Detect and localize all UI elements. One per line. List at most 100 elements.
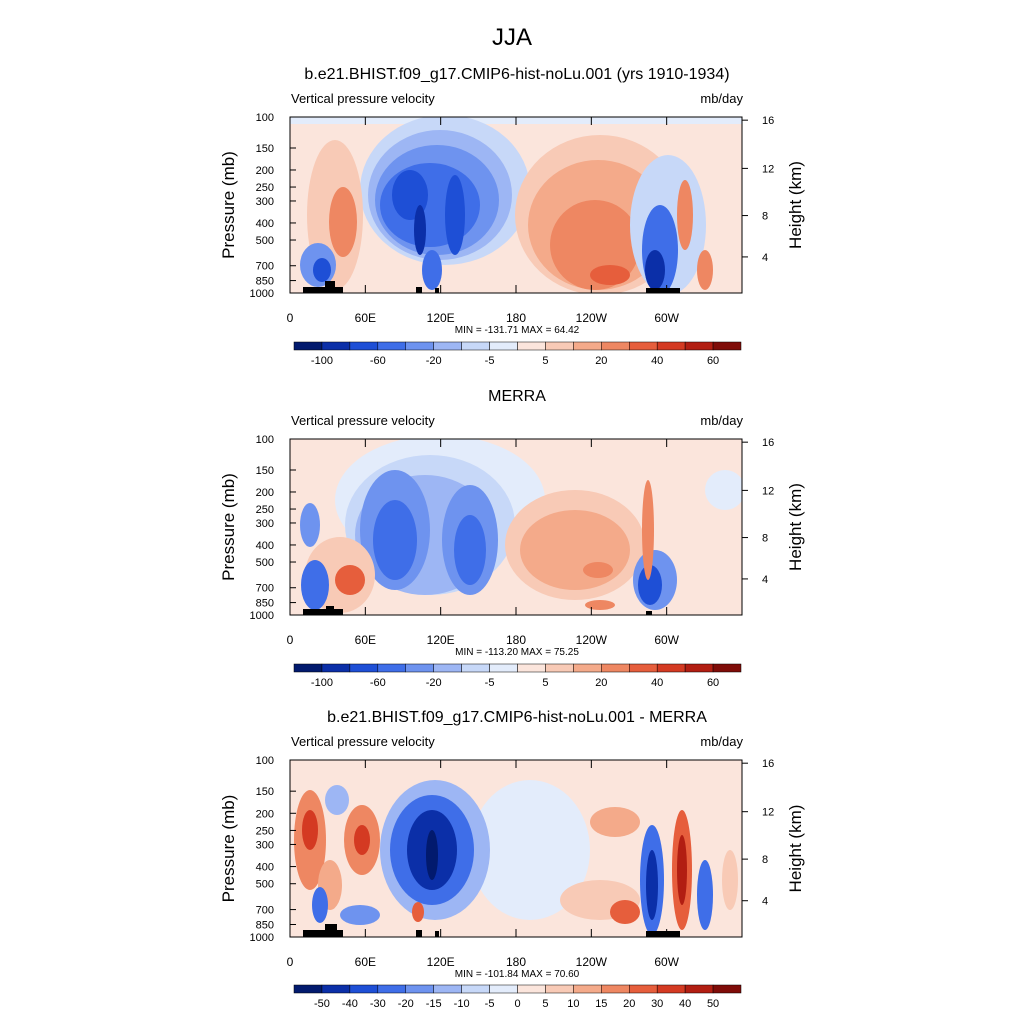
colorbar-label: 20 bbox=[595, 355, 607, 367]
colorbar-swatch bbox=[461, 341, 490, 351]
figure-title: JJA bbox=[492, 24, 532, 51]
colorbar-label: 20 bbox=[623, 998, 635, 1010]
y-tick-label: 150 bbox=[256, 143, 274, 155]
colorbar-label: 5 bbox=[542, 355, 548, 367]
panel-left-label: Vertical pressure velocity bbox=[291, 413, 435, 428]
colorbar-swatch bbox=[601, 663, 630, 673]
colorbar-label: -60 bbox=[370, 677, 386, 689]
x-tick-label: 60E bbox=[355, 311, 376, 325]
panel-title: MERRA bbox=[488, 388, 546, 405]
x-tick-label: 60W bbox=[654, 311, 679, 325]
colorbar-swatch bbox=[349, 663, 379, 673]
x-tick-label: 60W bbox=[654, 955, 679, 969]
colorbar-swatch bbox=[349, 341, 379, 351]
colorbar-swatch bbox=[489, 341, 518, 351]
y-tick-label: 400 bbox=[256, 218, 274, 230]
y-right-axis-title: Height (km) bbox=[786, 483, 805, 571]
panel-title: b.e21.BHIST.f09_g17.CMIP6-hist-noLu.001 … bbox=[304, 66, 729, 83]
y-right-tick-label: 8 bbox=[762, 211, 768, 223]
y-tick-label: 500 bbox=[256, 879, 274, 891]
colorbar-swatch bbox=[601, 984, 630, 994]
y-tick-label: 100 bbox=[256, 755, 274, 767]
colorbar-swatch bbox=[517, 341, 546, 351]
x-tick-label: 60E bbox=[355, 955, 376, 969]
colorbar-swatch bbox=[517, 984, 546, 994]
colorbar-swatch bbox=[712, 984, 742, 994]
y-tick-label: 400 bbox=[256, 540, 274, 552]
colorbar-label: -20 bbox=[426, 355, 442, 367]
colorbar-swatch bbox=[629, 341, 658, 351]
x-tick-label: 0 bbox=[287, 311, 294, 325]
x-tick-label: 180 bbox=[506, 311, 526, 325]
colorbar-label: 30 bbox=[651, 998, 663, 1010]
colorbar-swatch bbox=[573, 984, 602, 994]
y-axis-title: Pressure (mb) bbox=[219, 795, 238, 903]
y-tick-label: 100 bbox=[256, 112, 274, 124]
colorbar-label: 40 bbox=[651, 355, 663, 367]
colorbar-label: -15 bbox=[426, 998, 442, 1010]
colorbar-swatch bbox=[293, 663, 323, 673]
colorbar-label: -5 bbox=[485, 998, 495, 1010]
y-tick-label: 300 bbox=[256, 518, 274, 530]
colorbar-label: 0 bbox=[514, 998, 520, 1010]
colorbar-swatch bbox=[293, 984, 323, 994]
colorbar-swatch bbox=[684, 663, 714, 673]
min-max-stats: MIN = -131.71 MAX = 64.42 bbox=[455, 325, 580, 336]
y-tick-label: 300 bbox=[256, 196, 274, 208]
colorbar-label: 40 bbox=[679, 998, 691, 1010]
y-axis-title: Pressure (mb) bbox=[219, 473, 238, 581]
colorbar-swatch bbox=[545, 984, 574, 994]
x-tick-label: 180 bbox=[506, 955, 526, 969]
colorbar-label: 20 bbox=[595, 677, 607, 689]
x-tick-label: 0 bbox=[287, 955, 294, 969]
colorbar-label: -5 bbox=[485, 355, 495, 367]
x-tick-label: 60E bbox=[355, 633, 376, 647]
y-tick-label: 1000 bbox=[250, 610, 274, 622]
y-tick-label: 200 bbox=[256, 808, 274, 820]
colorbar-label: -60 bbox=[370, 355, 386, 367]
colorbar-label: 15 bbox=[595, 998, 607, 1010]
colorbar-swatch bbox=[377, 341, 406, 351]
x-tick-label: 120W bbox=[576, 955, 608, 969]
colorbar-swatch bbox=[461, 663, 490, 673]
y-tick-label: 200 bbox=[256, 165, 274, 177]
y-right-tick-label: 4 bbox=[762, 574, 768, 586]
colorbar-swatch bbox=[656, 663, 686, 673]
panel-model: b.e21.BHIST.f09_g17.CMIP6-hist-noLu.001 … bbox=[289, 66, 743, 294]
y-tick-label: 150 bbox=[256, 465, 274, 477]
x-tick-label: 60W bbox=[654, 633, 679, 647]
colorbar-swatch bbox=[321, 663, 351, 673]
y-tick-label: 300 bbox=[256, 839, 274, 851]
contour-field bbox=[290, 117, 742, 293]
colorbar-swatch bbox=[629, 984, 658, 994]
y-tick-label: 250 bbox=[256, 825, 274, 837]
colorbar-label: -5 bbox=[485, 677, 495, 689]
colorbar-swatch bbox=[349, 984, 379, 994]
colorbar-swatch bbox=[629, 663, 658, 673]
colorbar-label: -100 bbox=[311, 677, 333, 689]
colorbar-swatch bbox=[489, 984, 518, 994]
y-right-tick-label: 4 bbox=[762, 252, 768, 264]
y-tick-label: 500 bbox=[256, 557, 274, 569]
y-axis-title: Pressure (mb) bbox=[219, 151, 238, 259]
y-tick-label: 150 bbox=[256, 786, 274, 798]
colorbar-label: -20 bbox=[398, 998, 414, 1010]
y-tick-label: 700 bbox=[256, 583, 274, 595]
panel-left-label: Vertical pressure velocity bbox=[291, 734, 435, 749]
x-tick-label: 120W bbox=[576, 311, 608, 325]
y-tick-label: 850 bbox=[256, 598, 274, 610]
colorbar-swatch bbox=[545, 341, 574, 351]
y-tick-label: 500 bbox=[256, 235, 274, 247]
colorbar-swatch bbox=[601, 341, 630, 351]
colorbar-swatch bbox=[377, 663, 406, 673]
colorbar-swatch bbox=[321, 984, 351, 994]
y-tick-label: 100 bbox=[256, 434, 274, 446]
y-tick-label: 850 bbox=[256, 920, 274, 932]
colorbar-swatch bbox=[377, 984, 406, 994]
colorbar-swatch bbox=[293, 341, 323, 351]
